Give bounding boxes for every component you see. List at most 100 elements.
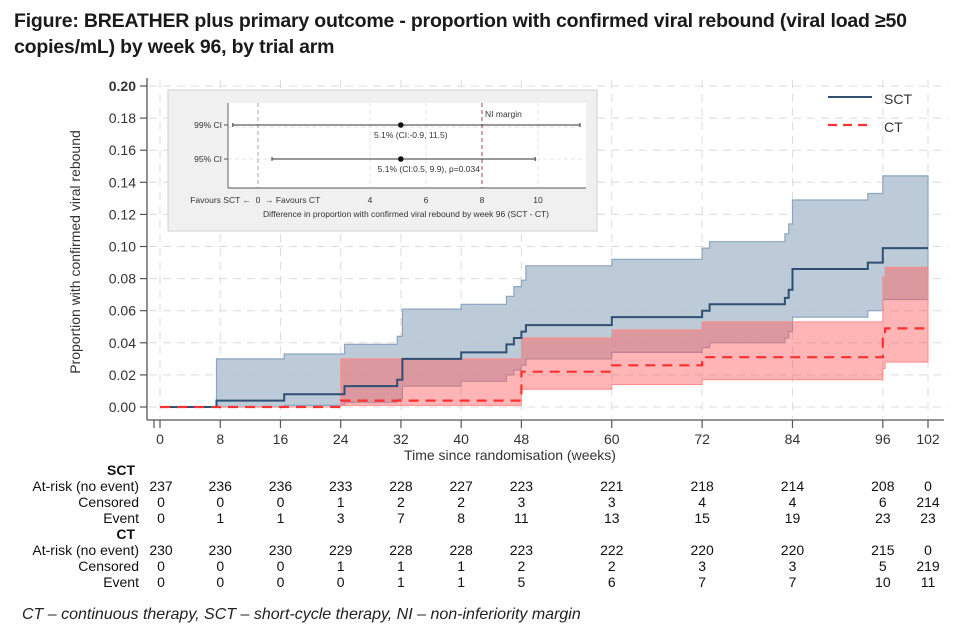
risk-cell: 19 — [785, 510, 801, 526]
risk-cell: 15 — [694, 510, 710, 526]
risk-cell: 0 — [157, 558, 165, 574]
risk-cell: 236 — [209, 478, 233, 494]
risk-cell: 1 — [216, 510, 224, 526]
inset-x-tick-label: 0 — [256, 195, 261, 205]
risk-cell: 7 — [789, 574, 797, 590]
inset-x-tick-label: 6 — [424, 195, 429, 205]
risk-cell: 0 — [924, 542, 932, 558]
risk-cell: 2 — [608, 558, 616, 574]
sct-confidence-band — [160, 175, 929, 408]
y-tick-label: 0.04 — [109, 335, 136, 351]
y-tick-label: 0.14 — [109, 174, 136, 190]
risk-cell: 11 — [921, 574, 936, 590]
risk-cell: 0 — [157, 510, 165, 526]
x-tick-label: 40 — [453, 431, 469, 447]
risk-cell: 0 — [924, 478, 932, 494]
risk-cell: 2 — [518, 558, 526, 574]
risk-cell: 11 — [514, 510, 529, 526]
risk-cell: 3 — [608, 494, 616, 510]
risk-cell: 7 — [698, 574, 706, 590]
footnote: CT – continuous therapy, SCT – short-cyc… — [22, 606, 581, 623]
y-tick-label: 0.00 — [109, 399, 136, 415]
favours-ct-label: → Favours CT — [265, 195, 320, 205]
risk-cell: 3 — [698, 558, 706, 574]
inset-x-tick-label: 10 — [533, 195, 543, 205]
inset-x-axis-title: Difference in proportion with confirmed … — [263, 209, 549, 219]
risk-cell: 6 — [879, 494, 887, 510]
x-tick-label: 48 — [514, 431, 530, 447]
risk-group-header: SCT — [107, 462, 135, 478]
figure-title: Figure: BREATHER plus primary outcome - … — [14, 10, 907, 58]
risk-cell: 23 — [875, 510, 891, 526]
confidence-bands — [160, 175, 929, 408]
x-tick-label: 60 — [604, 431, 620, 447]
risk-cell: 0 — [216, 494, 224, 510]
risk-cell: 219 — [916, 558, 940, 574]
y-tick-label: 0.06 — [109, 303, 136, 319]
ci-point-estimate — [398, 156, 404, 162]
x-tick-label: 32 — [393, 431, 409, 447]
risk-cell: 218 — [690, 478, 714, 494]
risk-cell: 8 — [457, 510, 465, 526]
risk-row-label: Censored — [78, 558, 139, 574]
risk-row-label: At-risk (no event) — [32, 542, 139, 558]
inset-row-label: 95% CI — [194, 154, 222, 164]
x-tick-label: 96 — [875, 431, 891, 447]
legend-ct-label: CT — [884, 119, 903, 135]
risk-cell: 3 — [518, 494, 526, 510]
risk-cell: 1 — [457, 558, 465, 574]
y-tick-label: 0.16 — [109, 142, 136, 158]
risk-cell: 0 — [157, 494, 165, 510]
x-tick-label: 72 — [694, 431, 710, 447]
x-tick-label: 16 — [273, 431, 289, 447]
risk-cell: 6 — [608, 574, 616, 590]
x-axis-title: Time since randomisation (weeks) — [404, 447, 616, 463]
risk-cell: 0 — [216, 558, 224, 574]
risk-cell: 1 — [337, 494, 345, 510]
ci-point-estimate — [398, 122, 404, 128]
x-tick-label: 8 — [216, 431, 224, 447]
x-tick-label: 102 — [916, 431, 940, 447]
risk-row-label: Event — [103, 510, 139, 526]
risk-cell: 230 — [269, 542, 293, 558]
risk-cell: 0 — [277, 574, 285, 590]
risk-cell: 3 — [337, 510, 345, 526]
risk-cell: 10 — [875, 574, 891, 590]
x-tick-label: 24 — [333, 431, 349, 447]
risk-cell: 7 — [397, 510, 405, 526]
risk-cell: 0 — [337, 574, 345, 590]
risk-cell: 214 — [916, 494, 940, 510]
risk-cell: 220 — [690, 542, 714, 558]
risk-cell: 228 — [389, 542, 413, 558]
risk-cell: 222 — [600, 542, 624, 558]
favours-sct-label: Favours SCT ← — [190, 195, 251, 205]
risk-cell: 221 — [600, 478, 624, 494]
risk-cell: 1 — [397, 558, 405, 574]
inset-x-tick-label: 4 — [368, 195, 373, 205]
risk-cell: 220 — [781, 542, 805, 558]
ci-annotation: 5.1% (CI:-0.9, 11.5) — [374, 130, 448, 140]
risk-cell: 1 — [277, 510, 285, 526]
risk-cell: 0 — [157, 574, 165, 590]
risk-cell: 2 — [457, 494, 465, 510]
y-axis-title: Proportion with confirmed viral rebound — [67, 130, 83, 374]
risk-cell: 0 — [216, 574, 224, 590]
risk-cell: 5 — [879, 558, 887, 574]
risk-cell: 1 — [457, 574, 465, 590]
x-tick-label: 84 — [785, 431, 801, 447]
risk-cell: 223 — [510, 478, 534, 494]
risk-row-label: Event — [103, 574, 139, 590]
risk-cell: 237 — [149, 478, 173, 494]
risk-cell: 214 — [781, 478, 805, 494]
ci-annotation: 5.1% (CI:0.5, 9.9), p=0.034 — [378, 164, 481, 174]
legend-sct-label: SCT — [884, 91, 912, 107]
forest-plot-inset: NI margin 99% CI 5.1% (CI:-0.9, 11.5) 95% C… — [167, 89, 598, 232]
legend: SCT CT — [828, 91, 912, 135]
risk-cell: 229 — [329, 542, 353, 558]
risk-cell: 2 — [397, 494, 405, 510]
y-tick-label: 0.20 — [109, 78, 136, 94]
series-lines — [160, 247, 928, 409]
risk-cell: 4 — [698, 494, 706, 510]
